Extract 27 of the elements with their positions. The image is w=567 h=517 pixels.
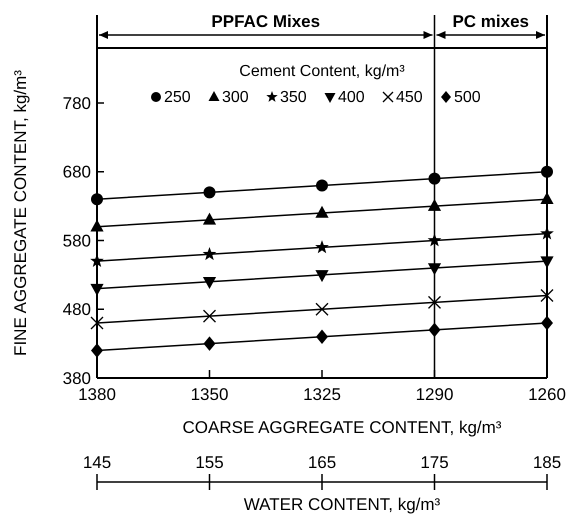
x-tick-label: 1350 [190,385,228,404]
x-tick-label: 1325 [303,385,341,404]
y-tick-label: 680 [62,162,91,182]
legend-label: 450 [396,89,423,106]
x-tick-label: 1260 [528,385,566,404]
text: PC mixes [452,12,530,31]
legend-label: 400 [338,89,365,106]
y-axis-title: FINE AGGREGATE CONTENT, kg/m³ [11,70,30,356]
x2-axis-title: WATER CONTENT, kg/m³ [244,495,441,514]
y-tick-label: 480 [62,300,91,320]
x-tick-label: 1290 [416,385,454,404]
x2-tick-label: 185 [532,453,562,472]
x2-tick-label: 155 [195,453,224,472]
x2-tick-label: 145 [82,453,112,472]
legend-label: 500 [454,89,481,106]
legend-label: 250 [164,89,191,106]
x2-tick-label: 175 [420,453,449,472]
legend-title: Cement Content, kg/m³ [239,63,406,80]
legend-label: 350 [280,89,307,106]
x-tick-label: 1380 [78,385,116,404]
y-tick-label: 380 [62,368,91,388]
legend-label: 300 [222,89,249,106]
y-tick-label: 580 [62,231,91,250]
x-axis-title: COARSE AGGREGATE CONTENT, kg/m³ [182,418,502,437]
x2-tick-label: 165 [308,453,336,472]
y-tick-label: 780 [62,94,91,113]
text: PPFAC Mixes [211,12,320,31]
